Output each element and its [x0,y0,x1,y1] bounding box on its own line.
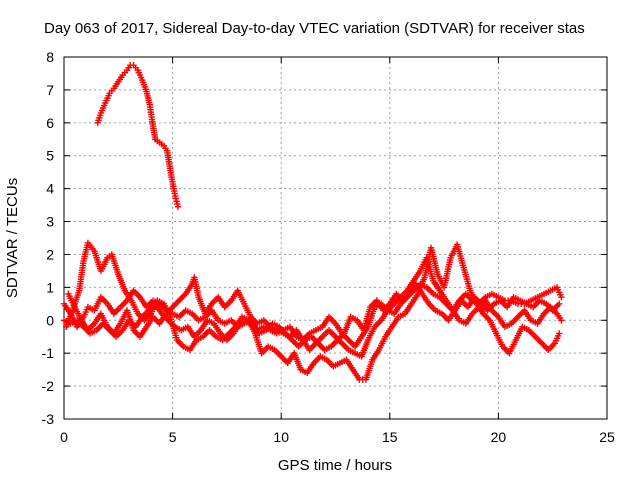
data-point [556,300,563,308]
y-tick-label: 6 [46,115,54,131]
y-tick-label: -2 [42,378,55,394]
data-point [558,317,565,324]
x-tick-label: 25 [599,429,615,445]
plot-frame [63,56,608,420]
data-point [558,294,565,301]
axis-ticks: 0 5 10 15 20 25 -3 -2 -1 0 1 2 3 4 5 6 7 8 [42,49,615,445]
series-band-b [62,239,563,383]
data-point [556,330,563,337]
y-tick-label: 7 [46,82,54,98]
y-tick-label: 8 [46,49,54,65]
x-tick-label: 5 [169,429,177,445]
y-tick-label: 2 [46,246,54,262]
x-tick-label: 20 [491,429,507,445]
series-early-peak [94,62,182,210]
y-tick-label: 4 [46,181,54,197]
x-axis-label: GPS time / hours [278,457,392,474]
chart-title: Day 063 of 2017, Sidereal Day-to-day VTE… [44,20,585,37]
x-tick-label: 10 [273,429,289,445]
y-tick-label: -3 [42,411,55,427]
series-band-d [60,280,563,354]
y-tick-label: 5 [46,148,54,164]
y-tick-label: 1 [46,279,54,295]
x-tick-label: 15 [382,429,398,445]
data-point [174,203,182,210]
y-tick-label: -1 [42,345,55,361]
y-axis-label: SDTVAR / TECUs [4,178,21,298]
y-tick-label: 0 [46,312,54,328]
data-marks [60,62,565,383]
x-tick-label: 0 [60,429,68,445]
y-tick-label: 3 [46,214,54,230]
